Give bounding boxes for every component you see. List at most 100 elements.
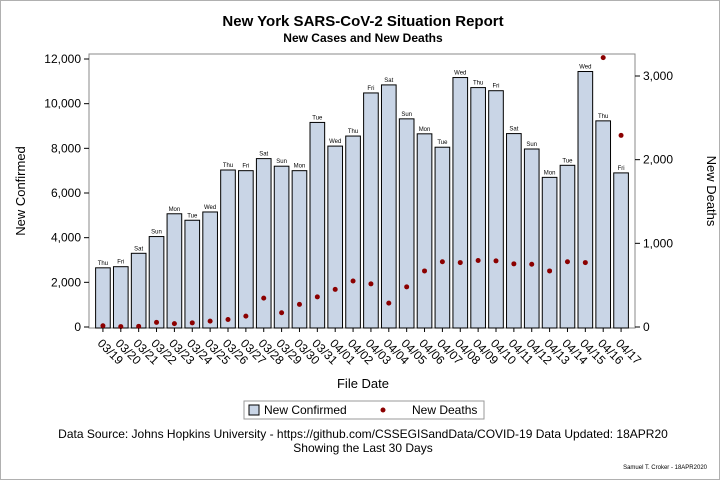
legend-label-deaths: New Deaths [412,403,477,417]
bar-new-confirmed [470,87,486,329]
legend-label-confirmed: New Confirmed [264,403,347,417]
bar-day-label: Fri [117,260,124,266]
bar-new-confirmed [148,236,165,329]
point-new-deaths [332,286,338,292]
y-tick-label: 6,000 [51,186,81,200]
bar-day-label: Wed [454,71,466,77]
y-axis-right: 0 1,000 2,000 3,000 [635,69,673,334]
bar-day-label: Thu [348,129,358,135]
bar-new-confirmed [273,165,290,329]
point-new-deaths [350,278,356,284]
bar-day-label: Sun [401,112,412,118]
y-tick-label: 10,000 [44,97,81,111]
point-new-deaths [171,321,177,327]
point-new-deaths [189,320,195,326]
y-tick-label: 0 [74,320,81,334]
bar-new-confirmed [559,164,576,329]
bar-new-confirmed [523,148,540,329]
bar-day-label: Sat [509,127,518,133]
bars-layer [95,71,629,329]
point-new-deaths [118,324,124,330]
point-new-deaths [243,313,249,319]
bar-new-confirmed [238,170,254,329]
x-axis: 03/1903/2003/2103/2203/2303/2403/2503/26… [95,328,644,368]
legend-box [243,400,485,420]
bar-day-label: Sun [526,142,537,148]
point-new-deaths [457,260,463,266]
y-axis-title: New Confirmed [13,146,28,236]
point-new-deaths [511,261,517,267]
y-axis-left: 0 2,000 4,000 6,000 8,000 10,000 12,000 [44,52,89,334]
bar-new-confirmed [613,172,629,329]
y2-tick-label: 1,000 [643,236,673,250]
bar-day-label: Sat [259,152,268,158]
bar-new-confirmed [506,133,522,329]
bar-day-label: Tue [187,213,198,219]
bar-day-label: Sat [384,78,393,84]
point-new-deaths [475,257,481,263]
y-tick-label: 8,000 [51,141,81,155]
x-axis-title: File Date [337,376,389,391]
bar-new-confirmed [166,213,183,329]
point-new-deaths [136,323,142,329]
point-new-deaths [279,310,285,316]
bar-day-label: Thu [598,114,608,120]
bar-new-confirmed [416,133,433,329]
day-labels-layer: Thu Fri Sat Sun Mon Tue Wed Thu Fri Sat Sun Mon Tue W… [98,65,625,267]
bar-day-label: Mon [169,207,181,213]
bar-day-label: Fri [618,166,625,172]
chart-subtitle: New Cases and New Deaths [283,31,443,45]
bar-new-confirmed [220,169,236,329]
point-new-deaths [547,268,553,274]
bar-new-confirmed [398,118,415,329]
bar-new-confirmed [202,211,218,329]
bar-new-confirmed [363,92,379,329]
bar-new-confirmed [488,90,504,329]
point-new-deaths [600,55,606,61]
footer-credit: Samuel T. Croker - 18APR2020 [623,465,708,471]
point-new-deaths [493,258,499,264]
y2-tick-label: 0 [643,320,650,334]
point-new-deaths [404,284,410,290]
bar-new-confirmed [434,146,451,329]
legend-marker-deaths [380,407,386,413]
bar-new-confirmed [577,71,594,329]
point-new-deaths [296,301,302,307]
bar-day-label: Fri [367,86,374,92]
point-new-deaths [207,318,213,324]
bar-new-confirmed [112,266,129,329]
bar-new-confirmed [345,135,361,329]
bar-new-confirmed [595,120,612,329]
y-tick-label: 2,000 [51,275,81,289]
point-new-deaths [225,316,231,322]
bar-day-label: Thu [98,261,108,267]
point-new-deaths [100,323,106,329]
y-tick-label: 4,000 [51,231,81,245]
point-new-deaths [564,259,570,265]
bar-new-confirmed [541,176,558,329]
point-new-deaths [154,319,160,325]
point-new-deaths [386,300,392,306]
point-new-deaths [529,261,535,267]
plot-area [88,53,636,329]
chart-title: New York SARS-CoV-2 Situation Report [222,13,503,30]
bar-day-label: Sun [276,159,287,165]
footer-window: Showing the Last 30 Days [293,441,432,455]
bar-day-label: Thu [473,81,483,87]
legend: New Confirmed New Deaths [243,400,485,420]
footer-source: Data Source: Johns Hopkins University - … [58,427,668,441]
point-new-deaths [368,281,374,287]
bar-day-label: Tue [562,158,573,164]
bar-new-confirmed [95,267,111,329]
bar-day-label: Wed [204,205,216,211]
bar-new-confirmed [255,158,272,329]
point-new-deaths [261,295,267,301]
point-new-deaths [439,259,445,265]
bar-new-confirmed [452,77,469,329]
y2-tick-label: 3,000 [643,69,673,83]
bar-new-confirmed [327,145,344,329]
legend-swatch-confirmed [248,404,260,416]
bar-day-label: Fri [242,164,249,170]
point-new-deaths [582,260,588,266]
bar-day-label: Sun [151,230,162,236]
